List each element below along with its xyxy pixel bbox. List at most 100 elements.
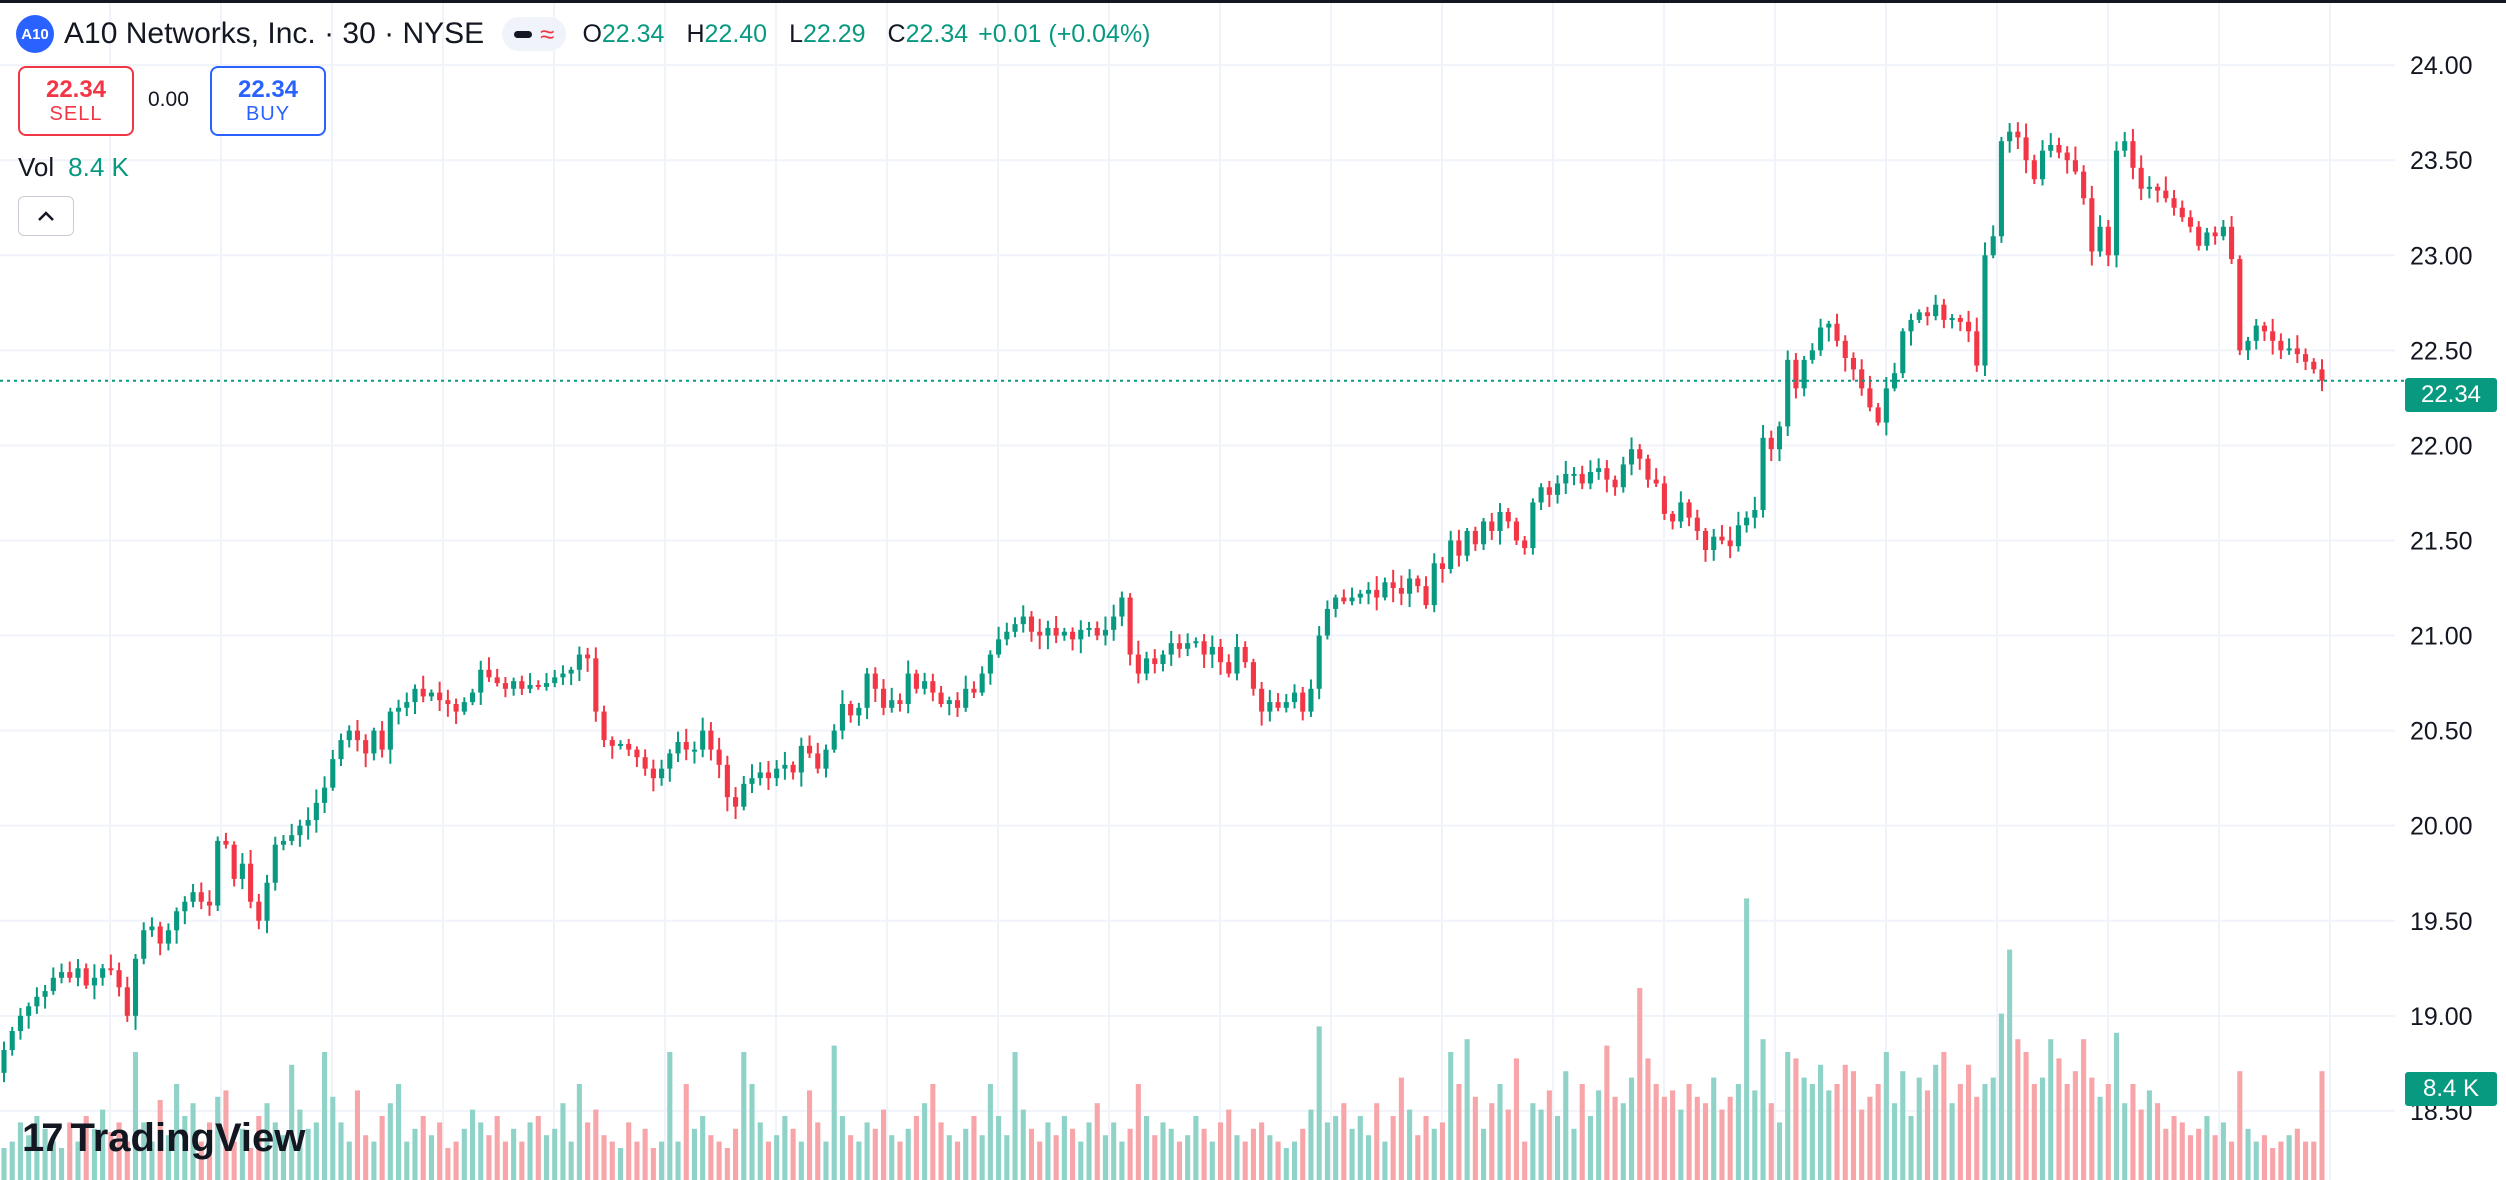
volume-bar — [305, 1128, 311, 1180]
volume-bar — [913, 1116, 919, 1180]
candle-body — [206, 901, 213, 906]
candle-body — [872, 673, 878, 689]
candle-body — [1604, 468, 1610, 480]
candle-body — [1900, 331, 1906, 374]
volume-bar — [2081, 1039, 2087, 1180]
volume-bar — [971, 1116, 977, 1180]
candle-body — [1990, 236, 1996, 256]
volume-bar — [617, 1148, 624, 1180]
volume-bar — [264, 1103, 270, 1180]
volume-bar — [1801, 1077, 1807, 1180]
volume-bar — [2220, 1122, 2226, 1180]
volume-bar — [1201, 1128, 1207, 1180]
volume-bar — [1283, 1148, 1289, 1180]
volume-bar — [2270, 1148, 2276, 1180]
candle-body — [1201, 641, 1207, 655]
candle-body — [215, 840, 221, 906]
volume-bar — [1160, 1122, 1166, 1180]
volume-bar — [1193, 1116, 1199, 1180]
candle-body — [198, 892, 204, 902]
candle-body — [1522, 540, 1528, 549]
volume-bar — [1250, 1128, 1256, 1180]
candle-body — [1168, 643, 1174, 655]
candle-body — [305, 819, 311, 826]
volume-bar — [1522, 1141, 1528, 1180]
candle-body — [1, 1050, 7, 1073]
candle-body — [2237, 259, 2243, 351]
candle-body — [880, 688, 887, 708]
volume-bar — [979, 1135, 985, 1180]
candle-body — [1176, 643, 1182, 649]
price-change: +0.01 (+0.04%) — [978, 19, 1151, 48]
tradingview-logo[interactable]: 17 TradingView — [22, 1116, 305, 1161]
volume-bar — [9, 1141, 15, 1180]
volume-bar — [1620, 1103, 1626, 1180]
candle-body — [897, 700, 903, 704]
candle-body — [231, 844, 237, 879]
volume-bar — [1324, 1122, 1330, 1180]
volume-bar — [1308, 1109, 1314, 1180]
candle-body — [1431, 563, 1437, 606]
candle-body — [741, 783, 747, 807]
candle-body — [511, 681, 517, 689]
candle-body — [1875, 407, 1881, 423]
volume-bar — [1818, 1064, 1824, 1180]
volume-bar — [2245, 1128, 2251, 1180]
volume-bar — [2015, 1039, 2021, 1180]
sell-button[interactable]: 22.34 SELL — [18, 66, 134, 136]
volume-bar — [815, 1122, 821, 1180]
volume-bar — [387, 1103, 393, 1180]
candle-body — [609, 740, 615, 746]
candle-body — [2229, 226, 2235, 260]
candle-body — [593, 658, 599, 712]
symbol-header: A10 A10 Networks, Inc. · 30 · NYSE ≈ O22… — [16, 14, 1151, 54]
symbol-title[interactable]: A10 Networks, Inc. · 30 · NYSE — [64, 17, 485, 50]
volume-bar — [2146, 1090, 2152, 1180]
candle-body — [1291, 692, 1298, 703]
candle-body — [1596, 468, 1602, 473]
candle-body — [1217, 646, 1224, 663]
volume-bar — [1423, 1116, 1429, 1180]
candle-body — [132, 958, 139, 1016]
candlesticks — [1, 122, 2325, 1083]
candle-body — [1612, 479, 1618, 488]
candle-body — [1801, 359, 1807, 389]
candle-body — [363, 740, 369, 754]
candle-body — [1908, 319, 1914, 332]
volume-bar — [1168, 1128, 1174, 1180]
indicator-toggle[interactable]: ≈ — [502, 17, 567, 51]
candle-body — [223, 840, 229, 845]
volume-bar — [765, 1141, 771, 1180]
volume-bar — [1456, 1084, 1462, 1180]
candle-body — [2007, 131, 2013, 142]
volume-bar — [1127, 1128, 1133, 1180]
candle-body — [486, 669, 492, 678]
ohlc-high: H22.40 — [686, 19, 768, 48]
volume-bar — [1694, 1096, 1700, 1180]
candle-body — [2056, 144, 2062, 153]
candle-body — [2146, 186, 2152, 189]
candle-body — [2278, 340, 2284, 351]
volume-bar — [1226, 1109, 1232, 1180]
volume-bar — [420, 1116, 426, 1180]
buy-button[interactable]: 22.34 BUY — [210, 66, 326, 136]
candle-body — [1127, 597, 1133, 655]
buy-label: BUY — [245, 103, 291, 126]
volume-bar — [1883, 1052, 1889, 1180]
candle-body — [1818, 327, 1824, 351]
volume-bar — [1949, 1103, 1955, 1180]
collapse-legend-button[interactable] — [18, 196, 74, 236]
candle-body — [1004, 631, 1010, 640]
volume-bar — [1242, 1141, 1248, 1180]
volume-bar — [634, 1141, 640, 1180]
volume-legend[interactable]: Vol 8.4 K — [18, 152, 129, 183]
volume-bar — [1637, 988, 1643, 1180]
last-price-tag: 22.34 — [2405, 378, 2497, 412]
candle-body — [420, 688, 426, 697]
candle-body — [461, 702, 467, 712]
volume-bar — [741, 1052, 747, 1180]
volume-bar — [1916, 1077, 1922, 1180]
volume-bar — [2105, 1084, 2111, 1180]
candle-body — [1423, 586, 1429, 606]
